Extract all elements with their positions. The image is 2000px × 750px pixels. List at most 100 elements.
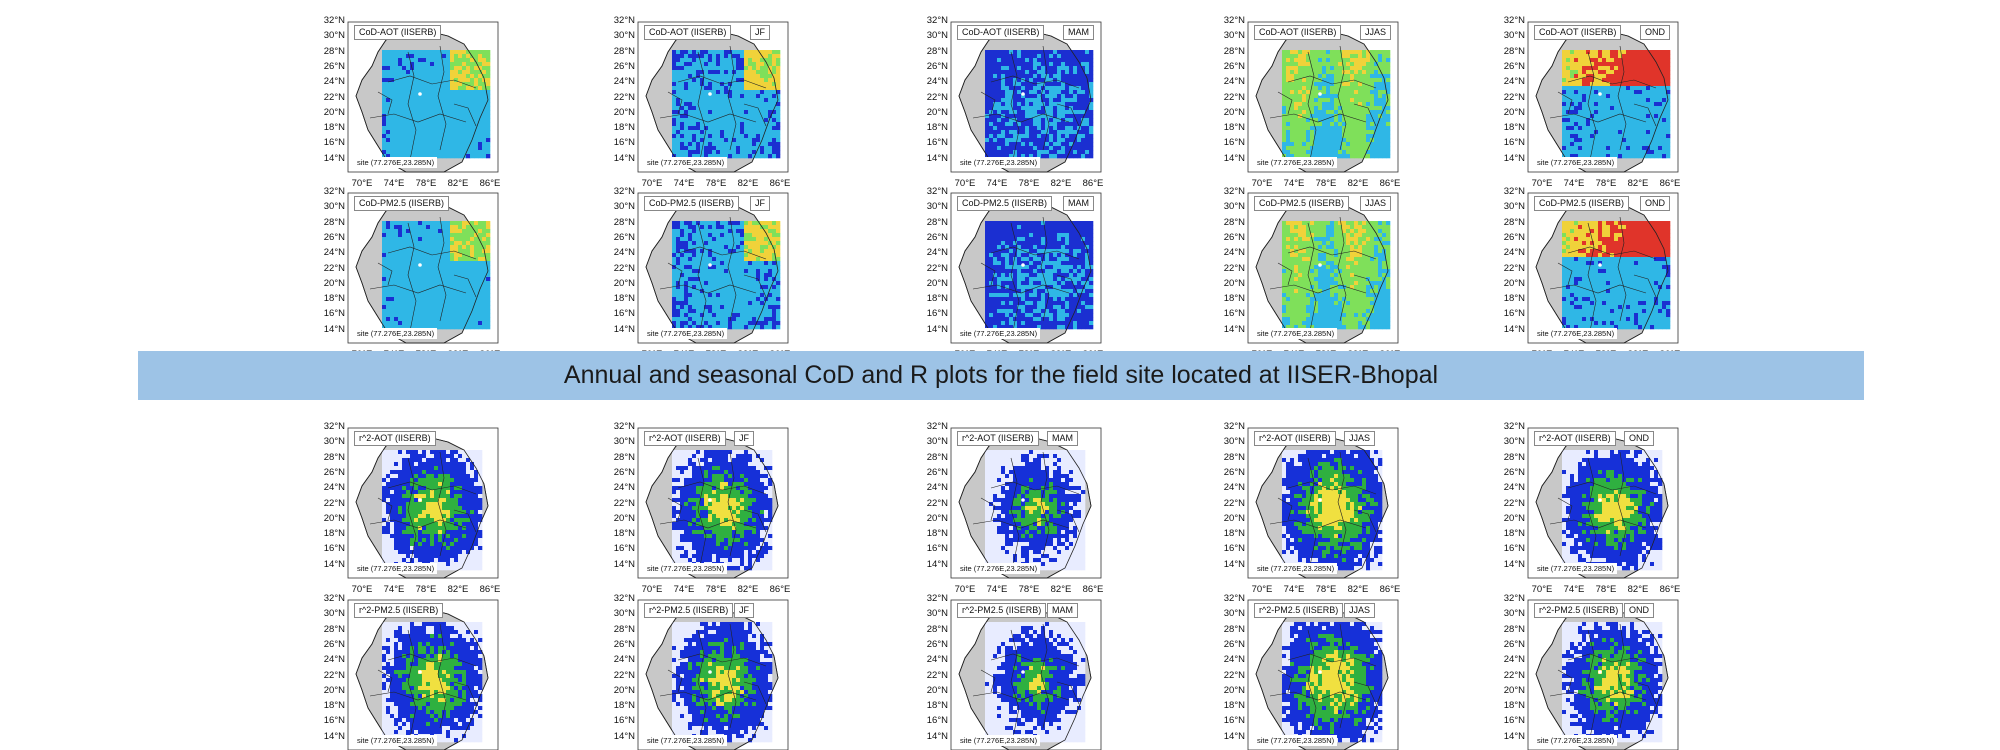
- lat-tick-label: 16°N: [926, 715, 948, 727]
- lat-tick-label: 28°N: [323, 45, 345, 57]
- site-marker: [1598, 92, 1602, 96]
- variable-label: r^2-PM2.5 (IISERB): [1254, 603, 1344, 618]
- state-boundary: [1269, 691, 1367, 701]
- lat-tick-label: 24°N: [1503, 247, 1525, 259]
- lon-tick-label: 82°E: [1347, 584, 1369, 595]
- state-boundary: [1567, 75, 1657, 89]
- site-marker: [1318, 498, 1322, 502]
- lat-tick-label: 14°N: [1223, 730, 1245, 742]
- lon-tick-label: 78°E: [1018, 178, 1040, 189]
- lat-tick-label: 28°N: [1223, 451, 1245, 463]
- site-coordinates-label: site (77.276E,23.285N): [1534, 735, 1618, 746]
- season-label: JJAS: [1360, 196, 1392, 211]
- lat-tick-label: 32°N: [1503, 186, 1525, 197]
- state-boundary: [369, 284, 467, 294]
- lat-tick-label: 28°N: [1503, 216, 1525, 228]
- lat-tick-label: 20°N: [1503, 277, 1525, 289]
- lat-tick-label: 18°N: [1223, 122, 1245, 134]
- lat-tick-label: 20°N: [926, 277, 948, 289]
- region-map: [1527, 599, 1679, 750]
- region-map: [1527, 21, 1679, 173]
- country-boundary: [1255, 437, 1389, 579]
- state-boundary: [727, 451, 737, 557]
- region-map: [347, 599, 499, 750]
- state-boundary: [1617, 623, 1627, 729]
- site-coordinates-label: site (77.276E,23.285N): [1534, 563, 1618, 574]
- state-boundary: [407, 629, 417, 739]
- state-boundary: [1353, 681, 1377, 705]
- state-boundary: [407, 457, 417, 567]
- variable-label: CoD-AOT (IISERB): [354, 25, 442, 40]
- lat-tick-label: 28°N: [926, 216, 948, 228]
- site-coordinates-label: site (77.276E,23.285N): [644, 157, 728, 168]
- lon-tick-label: 86°E: [1379, 178, 1401, 189]
- lon-tick-label: 74°E: [1563, 584, 1585, 595]
- country-boundary: [355, 437, 489, 579]
- region-map: [950, 192, 1102, 344]
- lat-tick-label: 24°N: [1503, 76, 1525, 88]
- data-field: [382, 622, 483, 743]
- lon-tick-label: 70°E: [954, 584, 976, 595]
- lat-tick-label: 16°N: [613, 137, 635, 149]
- lat-tick-label: 16°N: [1503, 308, 1525, 320]
- lat-tick-label: 30°N: [1223, 608, 1245, 620]
- r2-aot-map-panel: 32°N 30°N 28°N 26°N 24°N 22°N 20°N 18°N 16°N 14°N…: [927, 422, 1104, 594]
- region-map: [1247, 599, 1399, 750]
- lon-tick-label: 78°E: [415, 584, 437, 595]
- lon-tick-label: 70°E: [1251, 584, 1273, 595]
- lon-tick-label: 74°E: [673, 584, 695, 595]
- lat-tick-label: 32°N: [1223, 593, 1245, 604]
- lat-tick-label: 16°N: [613, 308, 635, 320]
- country-boundary: [1535, 31, 1669, 173]
- r2-aot-map-panel: 32°N 30°N 28°N 26°N 24°N 22°N 20°N 18°N 16°N 14°N…: [614, 422, 791, 594]
- season-label: JJAS: [1344, 603, 1376, 618]
- site-coordinates-label: site (77.276E,23.285N): [354, 735, 438, 746]
- site-marker: [1021, 670, 1025, 674]
- latitude-tick-labels: 32°N 30°N 28°N 26°N 24°N 22°N 20°N 18°N 16°N 14°N: [1211, 187, 1245, 337]
- lat-tick-label: 14°N: [1503, 558, 1525, 570]
- longitude-tick-labels: 70°E 74°E 78°E 82°E 86°E: [348, 584, 501, 599]
- lat-tick-label: 20°N: [1223, 684, 1245, 696]
- lat-tick-label: 14°N: [1223, 152, 1245, 164]
- state-boundary: [1557, 669, 1573, 693]
- r2-aot-map-panel: 32°N 30°N 28°N 26°N 24°N 22°N 20°N 18°N 16°N 14°N…: [1504, 422, 1681, 594]
- cod-aot-map-panel: 32°N 30°N 28°N 26°N 24°N 22°N 20°N 18°N 16°N 14°N…: [614, 16, 791, 188]
- site-coordinates-label: site (77.276E,23.285N): [1254, 735, 1338, 746]
- cod-aot-map-panel: 32°N 30°N 28°N 26°N 24°N 22°N 20°N 18°N 16°N 14°N…: [1224, 16, 1401, 188]
- season-label: JF: [750, 25, 770, 40]
- lat-tick-label: 20°N: [1223, 277, 1245, 289]
- site-marker: [1021, 92, 1025, 96]
- lon-tick-label: 78°E: [705, 584, 727, 595]
- lat-tick-label: 22°N: [1503, 669, 1525, 681]
- state-boundary: [1587, 222, 1597, 332]
- lat-tick-label: 18°N: [323, 528, 345, 540]
- lat-tick-label: 28°N: [1223, 216, 1245, 228]
- lat-tick-label: 32°N: [613, 593, 635, 604]
- state-boundary: [1269, 113, 1367, 123]
- lat-tick-label: 16°N: [1503, 715, 1525, 727]
- site-coordinates-label: site (77.276E,23.285N): [354, 157, 438, 168]
- lon-tick-label: 78°E: [705, 178, 727, 189]
- lat-tick-label: 16°N: [1503, 543, 1525, 555]
- data-field: [382, 221, 491, 330]
- lon-tick-label: 70°E: [641, 584, 663, 595]
- banner-title: Annual and seasonal CoD and R plots for …: [563, 361, 1439, 389]
- state-boundary: [990, 653, 1080, 667]
- state-boundary: [1277, 91, 1293, 115]
- lat-tick-label: 26°N: [1503, 60, 1525, 72]
- lon-tick-label: 74°E: [673, 178, 695, 189]
- lat-tick-label: 28°N: [926, 451, 948, 463]
- state-boundary: [743, 274, 767, 298]
- title-banner: Annual and seasonal CoD and R plots for …: [138, 351, 1864, 400]
- state-boundary: [453, 509, 477, 533]
- lon-tick-label: 74°E: [986, 178, 1008, 189]
- site-marker: [1318, 92, 1322, 96]
- longitude-tick-labels: 70°E 74°E 78°E 82°E 86°E: [951, 178, 1104, 193]
- lat-tick-label: 18°N: [323, 122, 345, 134]
- site-coordinates-label: site (77.276E,23.285N): [354, 563, 438, 574]
- lon-tick-label: 82°E: [1627, 584, 1649, 595]
- cod-pm25-map-panel: 32°N 30°N 28°N 26°N 24°N 22°N 20°N 18°N 16°N 14°N…: [1224, 187, 1401, 359]
- lat-tick-label: 26°N: [323, 466, 345, 478]
- lat-tick-label: 18°N: [1223, 293, 1245, 305]
